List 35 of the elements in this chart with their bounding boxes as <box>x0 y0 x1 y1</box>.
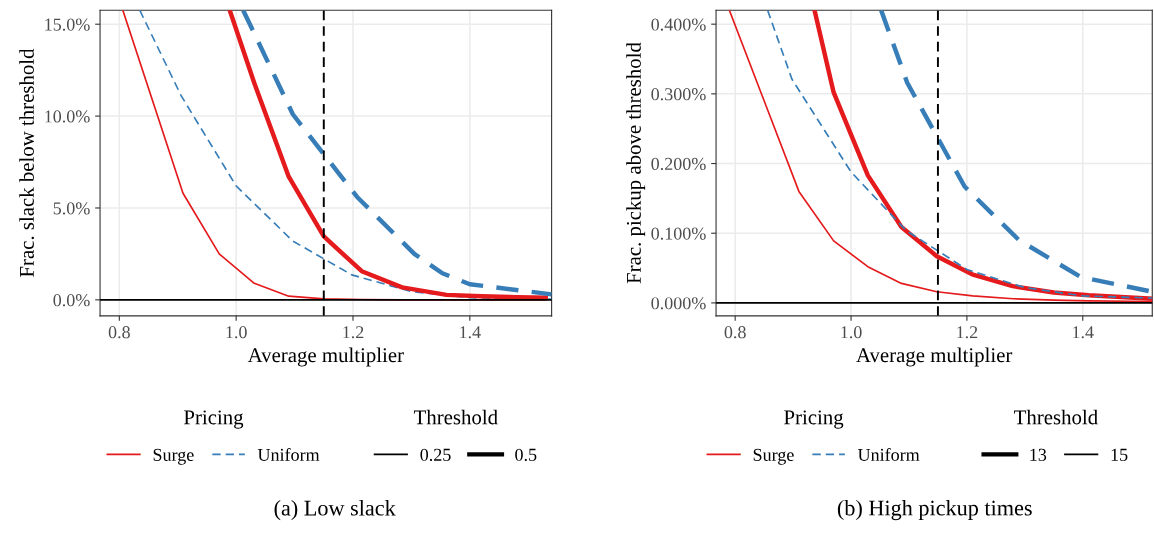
x-tick-label: 1.0 <box>841 326 862 339</box>
text: (b) High pickup times <box>837 499 1032 521</box>
legend-label: 0.5 <box>515 448 537 461</box>
text: Threshold <box>413 409 498 425</box>
y-tick-label: 15.0% <box>45 18 90 31</box>
y-tick-label: 0.100% <box>651 227 706 240</box>
x-tick-label: 1.2 <box>343 326 364 339</box>
legend-label: 0.25 <box>420 448 451 461</box>
legend-label: Uniform <box>857 448 920 461</box>
x-tick-label: 1.4 <box>1073 326 1094 339</box>
text: (a) Low slack <box>274 499 396 521</box>
y-tick-label: 5.0% <box>53 202 90 215</box>
x-tick-label: 1.0 <box>226 326 247 339</box>
x-tick-label: 0.8 <box>724 326 746 339</box>
y-axis-title: Frac. slack below threshold <box>19 48 34 277</box>
legend-title: Pricing <box>184 410 244 429</box>
y-tick-label: 0.300% <box>651 88 706 101</box>
y-tick-label: 0.200% <box>651 157 706 171</box>
legend-label: Surge <box>753 448 794 465</box>
y-axis-title: Frac. pickup above threshold <box>626 42 646 284</box>
x-tick-label: 1.2 <box>957 326 978 339</box>
y-tick-label: 0.0% <box>53 294 90 307</box>
y-tick-label: 0.000% <box>651 297 706 310</box>
legend-label: 13 <box>1030 448 1047 461</box>
legend-label: Uniform <box>257 448 320 461</box>
y-tick-label: 0.400% <box>651 18 706 31</box>
legend-label: 15 <box>1111 448 1128 461</box>
x-axis-title: Average multiplier <box>247 347 404 367</box>
x-tick-label: 1.4 <box>460 326 481 339</box>
legend-label: Surge <box>153 448 194 465</box>
legend-title: Pricing <box>784 410 844 429</box>
y-tick-label: 10.0% <box>45 110 90 123</box>
x-axis-title: Average multiplier <box>856 347 1013 367</box>
x-tick-label: 0.8 <box>108 326 130 339</box>
text: Threshold <box>1014 409 1098 425</box>
